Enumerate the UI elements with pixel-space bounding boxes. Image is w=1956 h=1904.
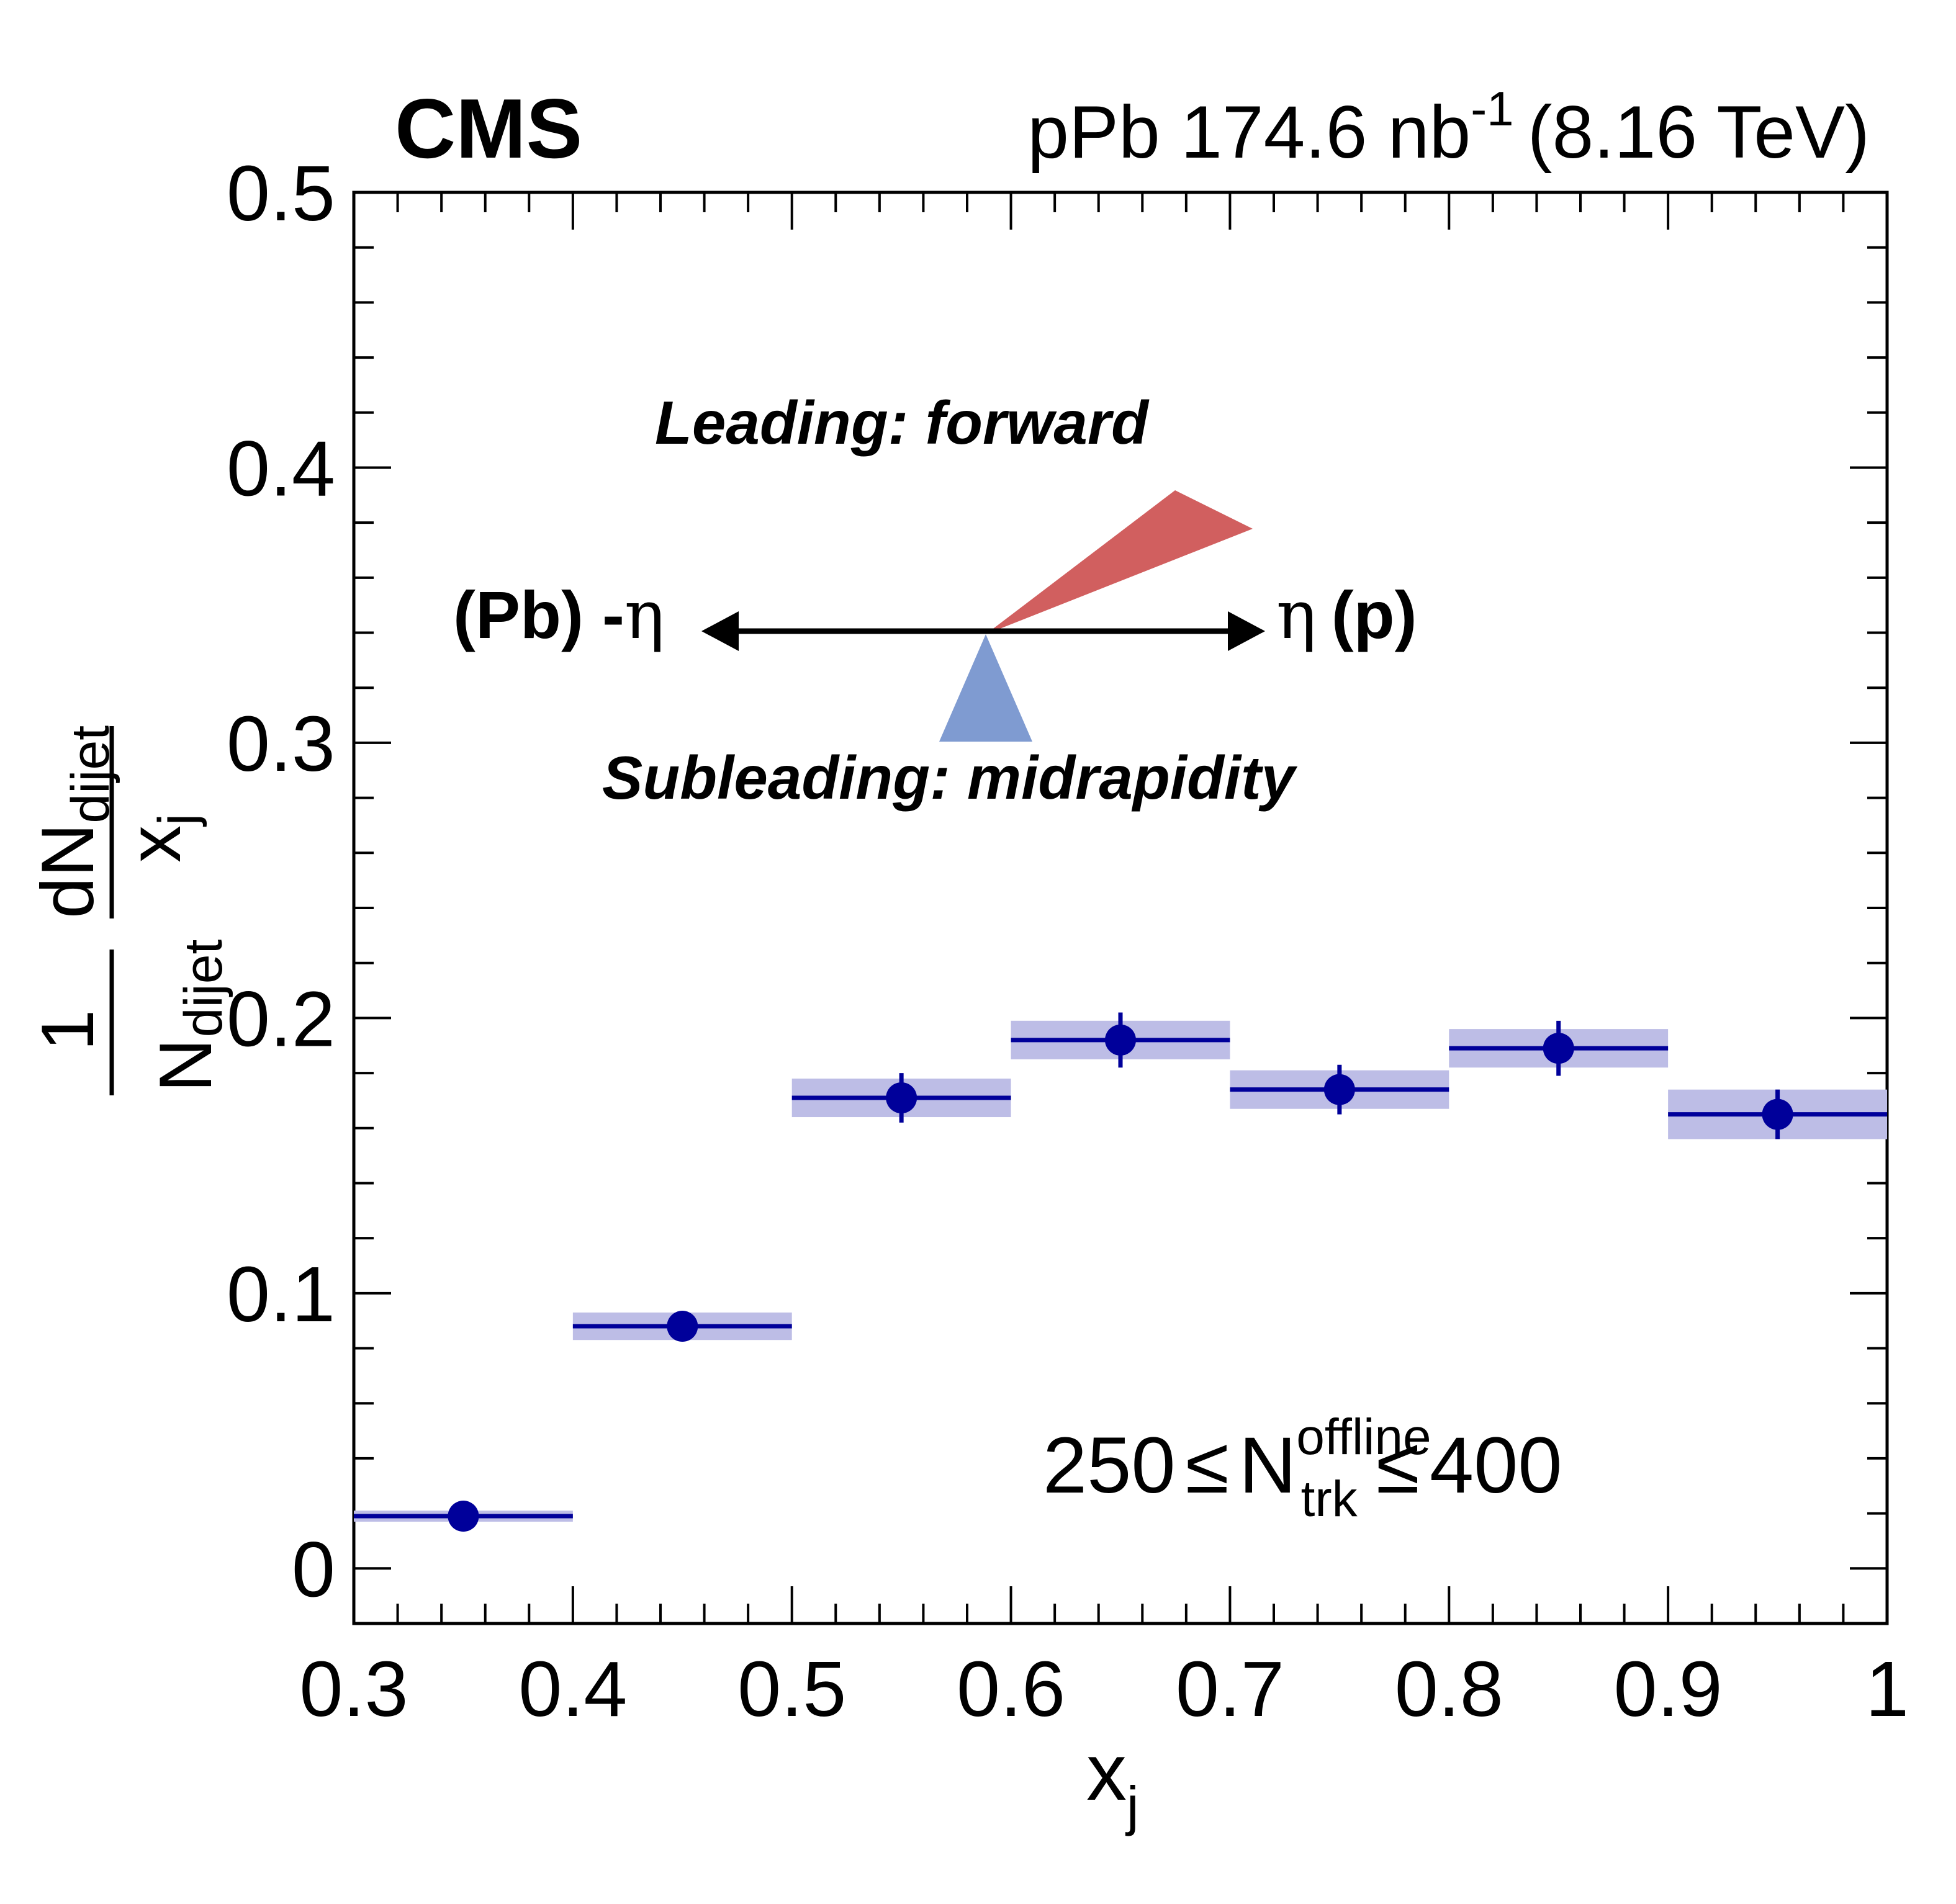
y-tick-label: 0.4: [227, 424, 335, 512]
y-label-n-dijet: Ndijet: [144, 939, 233, 1092]
multiplicity-selection: 250 ≤ Noffline trk ≤400: [1043, 1409, 1562, 1527]
kinematics-diagram: Leading: forward Subleading: midrapidity…: [453, 388, 1417, 812]
subleading-wedge: [939, 634, 1032, 742]
luminosity-exponent: -1: [1471, 81, 1513, 136]
leading-wedge: [986, 490, 1253, 634]
x-tick-label: 0.8: [1395, 1645, 1503, 1733]
x-axis-symbol: x: [1086, 1727, 1127, 1817]
data-point: [1762, 1098, 1793, 1130]
y-tick-label: 0: [292, 1525, 335, 1613]
x-tick-label: 1: [1865, 1645, 1909, 1733]
y-tick-label: 0.2: [227, 975, 335, 1062]
y-axis-label: 1 Ndijet dNdijet xj: [26, 725, 233, 1095]
y-tick-label: 0.5: [227, 150, 335, 237]
x-axis-subscript: j: [1125, 1775, 1139, 1836]
energy-label: (8.16 TeV): [1528, 91, 1870, 174]
arrow-left-label: (Pb) -η: [453, 577, 665, 654]
arrow-right-label: η (p): [1276, 577, 1417, 654]
y-label-xj: xj: [113, 814, 207, 863]
luminosity-label: pPb 174.6 nb-1 (8.16 TeV): [1027, 81, 1870, 174]
x-tick-labels: 0.3 0.4 0.5 0.6 0.7 0.8 0.9 1: [299, 1645, 1909, 1733]
y-label-dn-dijet: dNdijet: [26, 725, 120, 918]
data-points: [354, 1012, 1887, 1532]
x-tick-label: 0.9: [1614, 1645, 1723, 1733]
data-point: [886, 1082, 917, 1113]
x-tick-label: 0.5: [737, 1645, 846, 1733]
y-tick-labels: 0 0.1 0.2 0.3 0.4 0.5: [227, 150, 335, 1613]
y-tick-label: 0.1: [227, 1251, 335, 1338]
data-point: [667, 1311, 698, 1342]
data-point: [1323, 1074, 1355, 1105]
data-point: [1105, 1024, 1136, 1056]
x-axis-label: xj: [1086, 1727, 1139, 1836]
x-tick-label: 0.3: [299, 1645, 408, 1733]
eta-arrowhead-right: [1228, 611, 1265, 651]
leading-label: Leading: forward: [655, 388, 1150, 457]
subleading-label: Subleading: midrapidity: [602, 743, 1298, 812]
eta-arrowhead-left: [701, 611, 739, 651]
x-tick-label: 0.4: [518, 1645, 627, 1733]
data-point: [448, 1501, 479, 1532]
x-tick-label: 0.6: [957, 1645, 1065, 1733]
y-tick-label: 0.3: [227, 700, 335, 788]
axis-ticks: [353, 191, 1888, 1625]
experiment-label: CMS: [395, 81, 582, 176]
y-label-one: 1: [26, 1010, 109, 1051]
x-tick-label: 0.7: [1176, 1645, 1284, 1733]
luminosity-value: pPb 174.6 nb: [1027, 91, 1471, 174]
data-point: [1543, 1033, 1574, 1064]
